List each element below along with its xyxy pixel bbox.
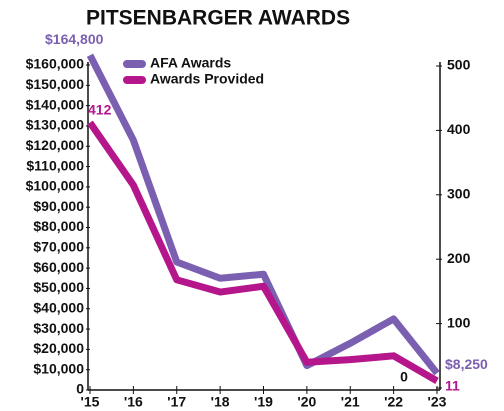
x-tick-label: '17 [167, 394, 186, 410]
y2-tick-label: 400 [447, 121, 471, 137]
y2-tick-label: 300 [447, 186, 471, 202]
x-tick-label: '19 [254, 394, 273, 410]
x-tick-label: '18 [211, 394, 230, 410]
y-tick-label: $70,000 [33, 239, 84, 255]
chart-title: PITSENBARGER AWARDS [86, 7, 350, 30]
legend-label: AFA Awards [150, 55, 231, 71]
y-tick-label: $160,000 [26, 56, 85, 72]
x-tick-label: '16 [124, 394, 143, 410]
x-tick-label: '22 [384, 394, 403, 410]
y2-tick-label: 500 [447, 57, 471, 73]
y-tick-label: $100,000 [26, 178, 85, 194]
y-tick-label: $60,000 [33, 259, 84, 275]
y-tick-label: $10,000 [33, 360, 84, 376]
line [87, 120, 439, 384]
y2-tick-label: 100 [447, 314, 471, 330]
y-tick-label: 0 [76, 381, 84, 397]
legend-label: Awards Provided [150, 71, 264, 87]
data-label: 11 [445, 378, 460, 394]
y-tick-label: $80,000 [33, 218, 84, 234]
data-label: $164,800 [45, 31, 104, 47]
y-tick-label: $40,000 [33, 299, 84, 315]
x-tick-label: '20 [297, 394, 316, 410]
y-tick-label: $20,000 [33, 340, 84, 356]
y-tick-label: $120,000 [26, 137, 85, 153]
y-tick-label: $110,000 [26, 157, 84, 173]
x-tick-label: '21 [341, 394, 360, 410]
y2-tick-label: 200 [447, 250, 471, 266]
x-tick-label: '15 [81, 394, 100, 410]
line [86, 53, 440, 376]
y-tick-label: $130,000 [26, 117, 85, 133]
y-tick-label: $90,000 [33, 198, 84, 214]
y2-tick-label: 0 [400, 369, 408, 385]
y-tick-label: $30,000 [33, 320, 84, 336]
data-label: 412 [88, 101, 112, 117]
x-tick-label: '23 [428, 394, 447, 410]
y-tick-label: $150,000 [26, 76, 85, 92]
data-label: $8,250 [445, 356, 488, 372]
y-tick-label: $50,000 [33, 279, 84, 295]
y-tick-label: $140,000 [26, 96, 85, 112]
